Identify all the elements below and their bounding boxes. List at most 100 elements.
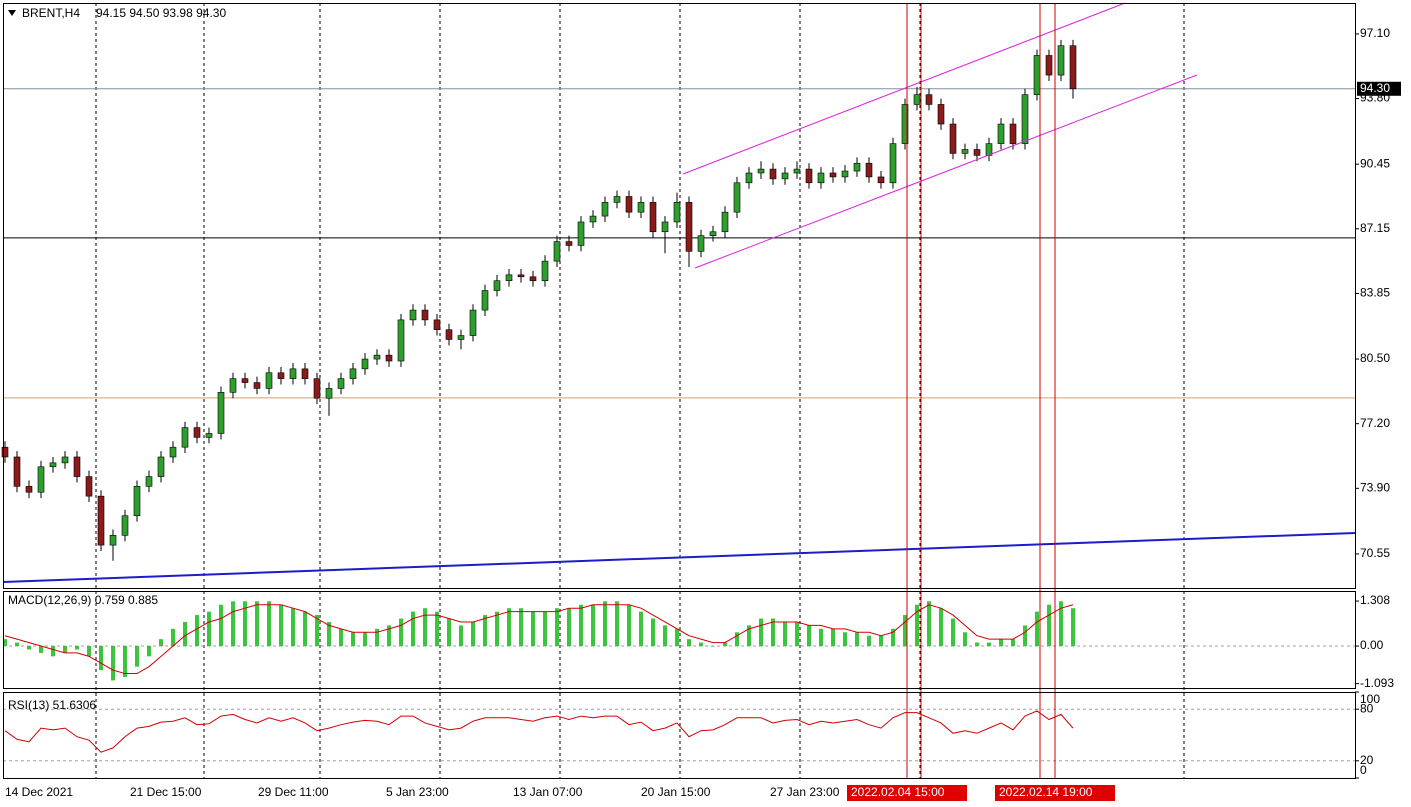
- candle-body: [409, 309, 417, 321]
- candle-body: [649, 202, 657, 233]
- candle-body: [709, 231, 717, 236]
- candle-body: [205, 433, 213, 438]
- x-tick-label: 13 Jan 07:00: [513, 785, 583, 799]
- macd-bar: [687, 639, 691, 647]
- macd-tick-label: -1.093: [1360, 676, 1394, 690]
- rsi-tick-label: 0: [1360, 763, 1367, 777]
- candle-body: [277, 372, 285, 379]
- frames: [3, 3, 1356, 779]
- candle-body: [1057, 45, 1065, 76]
- candle-body: [793, 168, 801, 174]
- macd-bar: [279, 604, 283, 647]
- candle-body: [217, 392, 225, 434]
- macd-bar: [783, 621, 787, 647]
- candle-body: [841, 170, 849, 178]
- candle-body: [973, 149, 981, 156]
- menu-triangle: [8, 10, 16, 16]
- macd-bar: [351, 632, 355, 647]
- candle-body: [517, 274, 525, 278]
- candle-body: [1009, 123, 1017, 144]
- candle-body: [985, 143, 993, 156]
- macd-bar: [15, 642, 19, 647]
- x-tick-label: 29 Dec 11:00: [258, 785, 329, 799]
- macd-bar: [1071, 608, 1075, 647]
- macd-bar: [591, 604, 595, 647]
- macd-bar: [459, 625, 463, 647]
- candle-body: [169, 446, 177, 458]
- macd-bar: [807, 625, 811, 647]
- candle-body: [97, 495, 105, 546]
- candle-body: [877, 176, 885, 184]
- macd-bar: [627, 604, 631, 647]
- candle-body: [265, 372, 273, 389]
- macd-bar: [243, 601, 247, 647]
- macd-bar: [123, 646, 127, 677]
- candle-body: [937, 104, 945, 125]
- macd-bar: [951, 618, 955, 647]
- macd-bar: [387, 625, 391, 647]
- macd-bar: [555, 608, 559, 647]
- candle-body: [745, 172, 753, 184]
- macd-tick-label: 1.308: [1360, 593, 1390, 607]
- macd-bar: [447, 618, 451, 647]
- rsi-frame: [3, 692, 1356, 779]
- candle-body: [193, 427, 201, 438]
- candle-body: [181, 427, 189, 448]
- macd-bar: [267, 601, 271, 647]
- annotation-box: [995, 785, 1115, 801]
- candle-body: [373, 354, 381, 360]
- macd-bar: [867, 635, 871, 647]
- macd-bar: [999, 639, 1003, 647]
- candle-body: [49, 462, 57, 468]
- x-tick-label: 21 Dec 15:00: [130, 785, 202, 799]
- candle-body: [505, 274, 513, 282]
- macd-bar: [303, 611, 307, 647]
- candle-body: [553, 241, 561, 262]
- main-frame: [3, 3, 1356, 589]
- candle-body: [625, 196, 633, 213]
- candle-body: [397, 319, 405, 362]
- macd-tick-label: 0.00: [1360, 638, 1384, 652]
- candle-body: [13, 456, 21, 487]
- candle-body: [1021, 94, 1029, 144]
- macd-bar: [27, 646, 31, 650]
- macd-bar: [327, 621, 331, 647]
- macd-bar: [699, 642, 703, 647]
- symbol-label: BRENT,H4: [22, 6, 80, 20]
- candle-body: [637, 202, 645, 213]
- macd-bar: [3, 639, 7, 647]
- macd-bar: [159, 639, 163, 647]
- macd-bar: [735, 632, 739, 647]
- x-tick-label: 5 Jan 23:00: [386, 785, 449, 799]
- y-tick-label: 70.55: [1360, 546, 1390, 560]
- current-price-box: [1357, 81, 1401, 96]
- y-tick-label: 87.15: [1360, 221, 1390, 235]
- macd-bar: [339, 628, 343, 647]
- candle-body: [565, 241, 573, 246]
- event-lines: [906, 3, 1056, 778]
- candle-body: [601, 202, 609, 217]
- candle-body: [949, 123, 957, 154]
- macd-bar: [603, 601, 607, 647]
- macd-bar: [987, 642, 991, 647]
- trend-lines: [2, 2, 1356, 583]
- candle-body: [73, 456, 81, 477]
- x-tick-label: 14 Dec 2021: [5, 785, 73, 799]
- macd-bar: [207, 611, 211, 647]
- candle-body: [61, 456, 69, 464]
- candle-body: [589, 215, 597, 223]
- x-tick-label: 27 Jan 23:00: [770, 785, 840, 799]
- macd-bar: [291, 608, 295, 647]
- support-line: [2, 532, 1356, 583]
- candle-body: [469, 309, 477, 336]
- candle-body: [133, 486, 141, 517]
- macd-bar: [495, 611, 499, 647]
- macd-bar: [147, 646, 151, 657]
- macd-label: MACD(12,26,9) 0.759 0.885: [8, 593, 158, 607]
- rsi-tick-label: 20: [1360, 753, 1374, 767]
- rsi-line: [4, 710, 1074, 753]
- y-tick-label: 97.10: [1360, 26, 1390, 40]
- macd-bar: [1035, 611, 1039, 647]
- macd-bar: [51, 646, 55, 657]
